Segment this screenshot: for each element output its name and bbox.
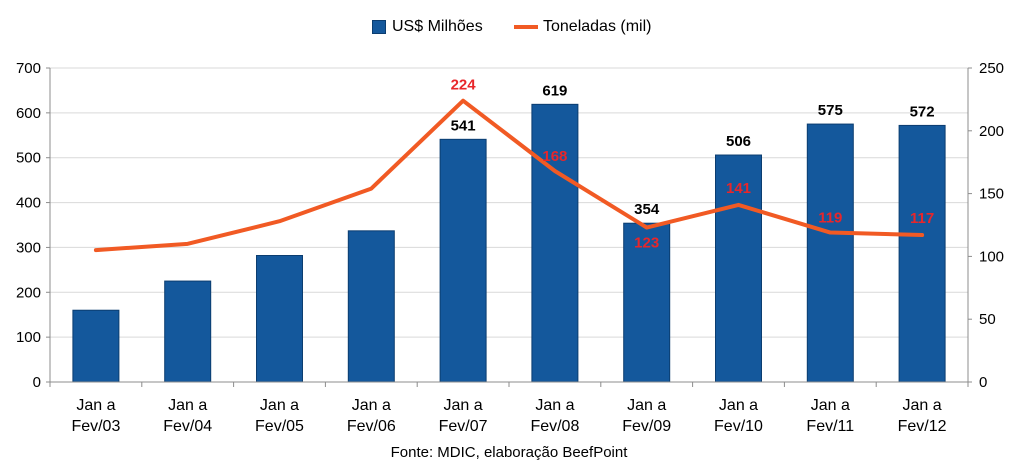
bar-data-label: 572 (910, 103, 935, 120)
category-label: Jan a Fev/08 (530, 397, 579, 435)
line-data-label: 168 (542, 148, 567, 165)
category-label: Jan a Fev/07 (439, 397, 488, 435)
right-axis-tick-labels: 0 50 100 150 200 250 (979, 60, 1004, 391)
legend: US$ Milhões Toneladas (mil) (0, 14, 1024, 40)
left-axis-tick-label: 400 (16, 195, 41, 212)
bar-data-label: 541 (451, 117, 476, 134)
line-data-label: 224 (451, 77, 477, 94)
left-axis-tick-label: 0 (33, 374, 41, 391)
category-label: Jan a Fev/03 (71, 397, 120, 435)
right-axis-tick-label: 50 (979, 311, 996, 328)
bar (164, 280, 212, 383)
category-label: Jan a Fev/11 (806, 397, 854, 435)
right-axis-tick-label: 200 (979, 123, 1004, 140)
category-label: Jan a Fev/10 (714, 397, 763, 435)
left-axis-tick-labels: 0 100 200 300 400 500 600 700 (16, 60, 41, 391)
category-label: Jan a Fev/12 (898, 397, 947, 435)
line-swatch-icon (514, 25, 538, 29)
bar (898, 124, 946, 383)
bar-data-label: 354 (634, 201, 660, 218)
legend-item-us-milhoes: US$ Milhões (372, 14, 483, 40)
line-data-label: 123 (634, 235, 659, 252)
bar (623, 222, 671, 383)
line-data-label: 117 (910, 210, 934, 227)
right-axis-tick-label: 100 (979, 248, 1004, 265)
right-axis-tick-label: 250 (979, 60, 1004, 77)
left-axis-tick-label: 600 (16, 105, 41, 122)
axes (46, 67, 972, 387)
right-axis-tick-label: 150 (979, 186, 1004, 203)
legend-label-us-milhoes: US$ Milhões (392, 18, 483, 35)
bar-data-labels: 541 619 354 506 575 572 (451, 82, 935, 218)
left-axis-tick-label: 200 (16, 284, 41, 301)
bar (806, 123, 854, 383)
toneladas-line (93, 98, 925, 253)
legend-item-toneladas: Toneladas (mil) (514, 14, 651, 40)
category-axis-labels: Jan a Fev/03 Jan a Fev/04 Jan a Fev/05 Jan a Fe… (71, 397, 946, 435)
bar-series (72, 103, 946, 383)
line-series (93, 98, 925, 253)
line-data-label: 141 (726, 180, 751, 197)
bar-data-label: 506 (726, 133, 751, 150)
right-axis-tick-label: 0 (979, 374, 987, 391)
bar-swatch-icon (372, 20, 386, 34)
category-label: Jan a Fev/06 (347, 397, 396, 435)
bar (439, 138, 487, 383)
left-axis-tick-label: 700 (16, 60, 41, 77)
legend-label-toneladas: Toneladas (mil) (543, 18, 652, 35)
bar-data-label: 575 (818, 102, 843, 119)
bar-data-label: 619 (542, 82, 567, 99)
category-label: Jan a Fev/04 (163, 397, 212, 435)
left-axis-tick-label: 100 (16, 329, 41, 346)
left-axis-tick-label: 300 (16, 239, 41, 256)
source-note: Fonte: MDIC, elaboração BeefPoint (390, 444, 628, 461)
category-label: Jan a Fev/09 (622, 397, 671, 435)
line-data-label: 119 (818, 210, 842, 227)
bar (715, 154, 762, 383)
bar (531, 103, 579, 383)
bar (72, 309, 120, 383)
category-label: Jan a Fev/05 (255, 397, 304, 435)
line-data-labels: 224 168 123 141 119 117 (451, 77, 935, 252)
left-axis-tick-label: 500 (16, 150, 41, 167)
bar (256, 255, 303, 383)
bar (347, 230, 395, 383)
